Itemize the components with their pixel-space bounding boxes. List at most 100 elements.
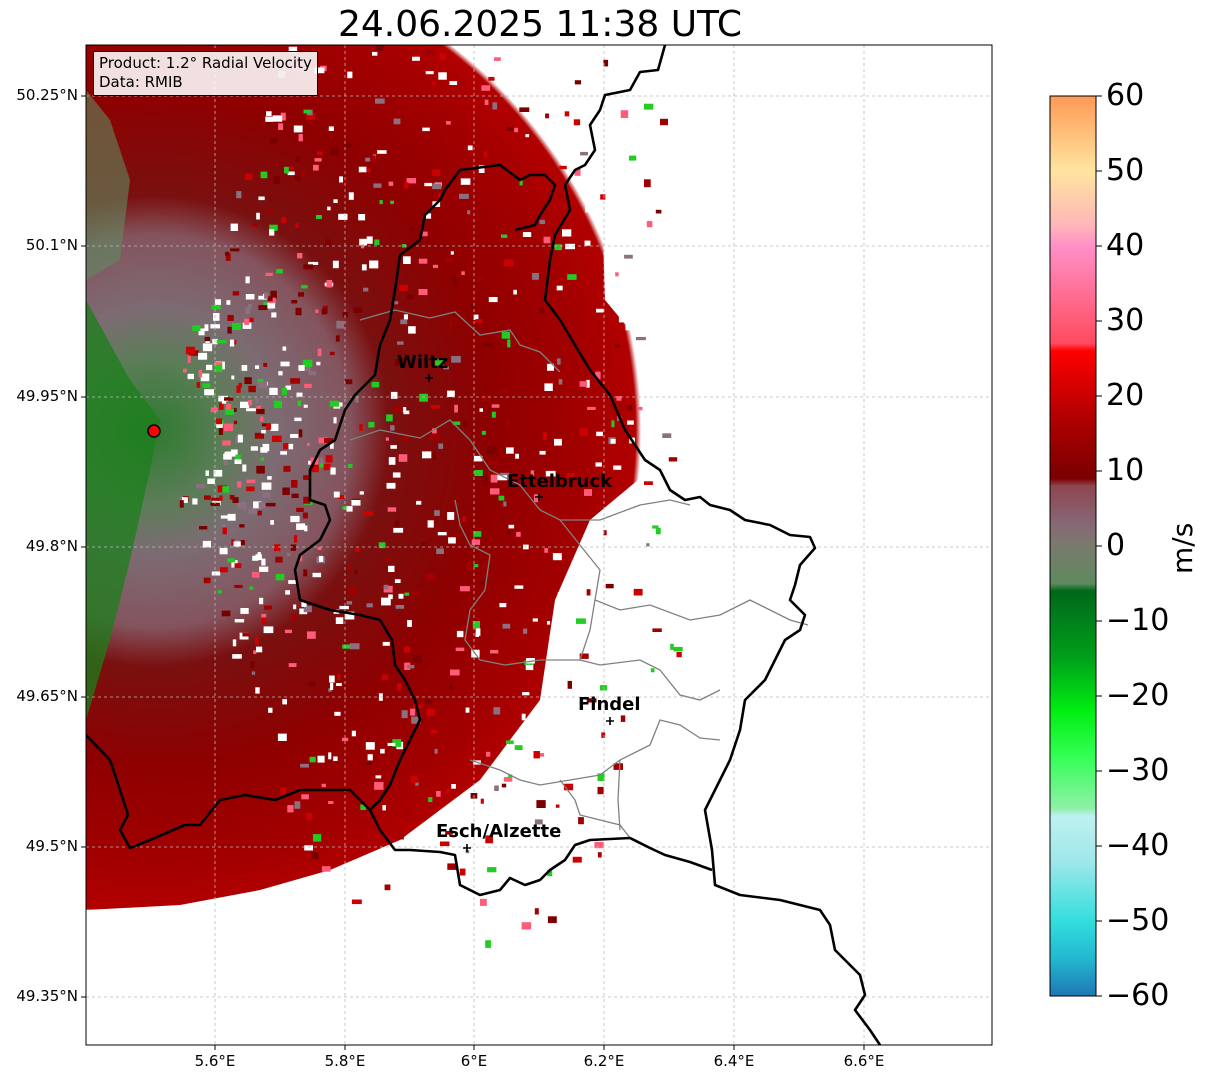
speckle-pixel (390, 425, 395, 431)
speckle-pixel (374, 782, 384, 790)
speckle-pixel (375, 775, 382, 779)
map-title: 24.06.2025 11:38 UTC (337, 4, 743, 45)
speckle-pixel (225, 253, 231, 261)
speckle-pixel (253, 650, 257, 654)
speckle-pixel (507, 339, 511, 348)
speckle-pixel (418, 258, 428, 264)
speckle-pixel (379, 200, 383, 205)
speckle-pixel (252, 572, 260, 578)
speckle-pixel (506, 531, 511, 535)
speckle-pixel (494, 785, 499, 791)
speckle-pixel (611, 420, 615, 428)
speckle-pixel (278, 123, 284, 130)
speckle-pixel (226, 451, 234, 456)
speckle-pixel (196, 381, 201, 388)
speckle-pixel (305, 365, 311, 372)
speckle-pixel (422, 127, 430, 132)
speckle-pixel (580, 151, 588, 156)
speckle-pixel (270, 423, 279, 431)
speckle-pixel (308, 681, 316, 687)
speckle-pixel (338, 213, 348, 220)
speckle-pixel (486, 446, 497, 455)
speckle-pixel (508, 774, 513, 779)
speckle-pixel (654, 186, 660, 195)
speckle-pixel (246, 486, 255, 492)
speckle-pixel (481, 85, 491, 91)
speckle-pixel (306, 113, 316, 120)
speckle-pixel (337, 402, 343, 407)
speckle-pixel (539, 450, 546, 455)
speckle-pixel (297, 253, 303, 259)
speckle-pixel (198, 369, 203, 378)
speckle-pixel (487, 209, 493, 214)
speckle-pixel (355, 396, 359, 403)
lat-label: 49.8°N (25, 537, 78, 555)
speckle-pixel (230, 223, 238, 231)
speckle-pixel (255, 554, 262, 561)
speckle-pixel (621, 273, 629, 279)
speckle-pixel (559, 165, 567, 170)
speckle-pixel (402, 434, 409, 442)
speckle-pixel (597, 786, 604, 795)
speckle-pixel (296, 392, 303, 397)
speckle-pixel (595, 462, 602, 467)
speckle-pixel (579, 428, 588, 436)
speckle-pixel (284, 629, 292, 634)
speckle-pixel (446, 121, 451, 125)
speckle-pixel (576, 618, 586, 624)
speckle-pixel (192, 498, 198, 505)
speckle-pixel (620, 715, 626, 722)
speckle-pixel (650, 668, 655, 673)
speckle-pixel (309, 756, 316, 763)
speckle-pixel (333, 417, 337, 424)
speckle-pixel (492, 102, 498, 110)
speckle-pixel (397, 683, 402, 691)
inbound-core (86, 300, 160, 720)
speckle-pixel (525, 134, 530, 138)
speckle-pixel (328, 801, 334, 804)
speckle-pixel (646, 295, 654, 303)
speckle-pixel (308, 371, 317, 376)
speckle-pixel (412, 56, 420, 61)
speckle-pixel (473, 314, 479, 320)
speckle-pixel (345, 379, 353, 385)
speckle-pixel (579, 381, 588, 387)
speckle-pixel (317, 755, 325, 763)
speckle-pixel (534, 908, 539, 915)
speckle-pixel (185, 346, 195, 355)
speckle-pixel (373, 183, 382, 188)
speckle-pixel (474, 470, 483, 476)
speckle-pixel (261, 618, 267, 624)
speckle-pixel (490, 488, 500, 495)
speckle-pixel (231, 375, 235, 380)
speckle-pixel (359, 238, 367, 246)
speckle-pixel (347, 71, 353, 79)
speckle-pixel (244, 173, 253, 180)
speckle-pixel (281, 217, 287, 224)
speckle-pixel (536, 753, 545, 757)
speckle-pixel (564, 111, 570, 117)
speckle-pixel (398, 593, 404, 599)
speckle-pixel (404, 809, 413, 818)
speckle-pixel (256, 212, 260, 220)
speckle-pixel (613, 465, 622, 470)
speckle-pixel (275, 574, 285, 581)
colorbar-tick: 10 (1106, 453, 1145, 488)
speckle-pixel (265, 121, 273, 125)
speckle-pixel (296, 507, 304, 512)
speckle-pixel (294, 535, 298, 543)
speckle-pixel (299, 608, 308, 615)
speckle-pixel (261, 613, 267, 618)
speckle-pixel (563, 783, 574, 791)
speckle-pixel (381, 87, 390, 92)
speckle-pixel (342, 312, 349, 318)
speckle-pixel (284, 166, 289, 174)
speckle-pixel (349, 643, 360, 650)
speckle-pixel (262, 492, 271, 498)
speckle-pixel (316, 151, 323, 155)
speckle-pixel (223, 453, 232, 460)
speckle-pixel (398, 454, 408, 462)
speckle-pixel (454, 73, 460, 81)
speckle-pixel (211, 497, 220, 501)
speckle-pixel (525, 662, 534, 671)
